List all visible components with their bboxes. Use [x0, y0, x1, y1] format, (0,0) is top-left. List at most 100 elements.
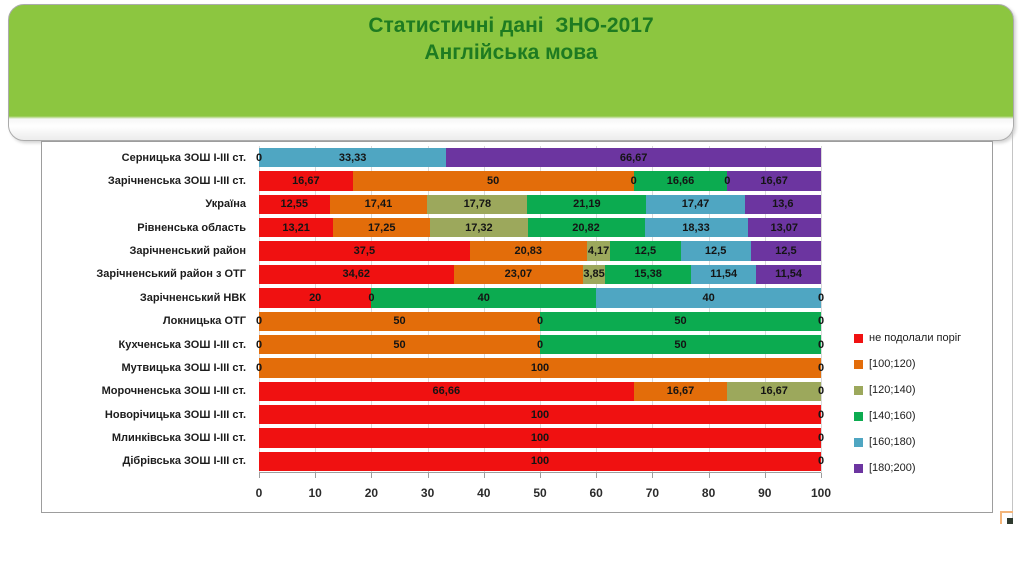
bar-value-label: 0: [630, 175, 637, 188]
x-axis-tick-label: 0: [255, 486, 263, 500]
bar-value-label: 0: [817, 361, 825, 374]
axis-tick: [821, 473, 822, 478]
bar-value-label: 13,21: [282, 221, 310, 234]
bar-segment: [259, 404, 821, 425]
bar-value-label: 50: [674, 315, 687, 328]
bar-value-label: 40: [477, 291, 490, 304]
bar-value-label: 50: [393, 315, 406, 328]
bar-value-label: 0: [724, 175, 731, 188]
bar-value-label: 0: [817, 455, 825, 468]
category-axis: Серницька ЗОШ І-ІІІ ст. Зарічненська ЗОШ …: [42, 146, 253, 473]
bar-value-label: 20,83: [514, 245, 543, 258]
legend-item: [100;120): [854, 351, 961, 377]
bar-value-label: 18,33: [682, 221, 710, 234]
bar-segment: [259, 264, 454, 285]
bar-value-label: 34,62: [342, 268, 371, 281]
bar-value-label: 100: [530, 408, 550, 421]
x-axis-tick-label: 30: [420, 486, 435, 500]
gridline: [315, 146, 317, 473]
bar-value-label: 12,55: [280, 198, 309, 211]
axis-tick: [427, 473, 429, 478]
plot-area: 0 10 20 30 40 50 60 70 80 90 100 0 33,33 66,67 16,67 50…: [255, 146, 831, 500]
legend-swatch-icon: [854, 385, 863, 395]
bar-value-label: 12,5: [704, 245, 727, 258]
bar-segment: [646, 194, 745, 215]
bar-value-label: 16,67: [760, 385, 788, 398]
gridline: [540, 146, 541, 473]
x-axis-tick-label: 60: [589, 486, 603, 500]
bar-value-label: 0: [255, 315, 263, 328]
category-label: Рівненська область: [137, 221, 246, 234]
x-axis-tick-label: 50: [533, 486, 547, 500]
bar-segment: [371, 288, 597, 308]
gridline: [708, 146, 710, 473]
x-axis-tick-label: 70: [645, 486, 660, 500]
bar-segment: [586, 241, 611, 261]
bar-value-label: 0: [368, 291, 375, 304]
category-label: Млинківська ЗОШ І-ІІІ ст.: [111, 431, 246, 444]
legend-item: [120;140): [854, 377, 961, 403]
bar-segment: [583, 264, 605, 285]
bar-segment: [259, 451, 821, 472]
chart-area: Серницька ЗОШ І-ІІІ ст. Зарічненська ЗОШ …: [41, 141, 993, 513]
bar-value-label: 100: [530, 431, 550, 444]
bar-value-label: 0: [817, 315, 825, 328]
bar-row: 66,66 16,67 16,67 0: [259, 380, 824, 403]
category-label: Зарічненський район: [129, 245, 246, 258]
x-axis-line: [259, 472, 821, 473]
axis-tick: [596, 473, 598, 478]
bar-segment: [259, 334, 540, 355]
bar-segment: [259, 428, 821, 448]
bar-value-label: 100: [530, 455, 550, 468]
bar-segment: [259, 148, 447, 168]
title-line-1: Статистичні дані ЗНО-2017: [368, 14, 654, 37]
bar-value-label: 17,78: [463, 198, 492, 211]
category-label: Зарічненська ЗОШ І-ІІІ ст.: [107, 175, 246, 188]
category-label: Кухченська ЗОШ І-ІІІ ст.: [118, 338, 246, 351]
legend-label: [160;180): [869, 436, 916, 448]
bar-row: 0 33,33 66,67: [255, 146, 821, 169]
bar-row: 100 0: [259, 450, 825, 473]
bar-segment: [691, 264, 757, 285]
content-panel-right-border: [1012, 132, 1013, 520]
bar-value-label: 12,5: [775, 245, 797, 258]
axis-tick: [764, 473, 766, 478]
title-line-2: Англійська мова: [424, 41, 598, 64]
bar-segment: [469, 241, 587, 261]
bar-segment: [430, 218, 528, 238]
bar-segment: [259, 194, 330, 215]
bar-value-label: 23,07: [504, 268, 533, 281]
category-label: Локницька ОТГ: [162, 315, 246, 328]
gridline: [259, 146, 260, 473]
bar-segment: [259, 311, 540, 331]
bar-value-label: 15,38: [634, 268, 662, 281]
bar-value-label: 0: [817, 431, 825, 444]
bar-row: 0 50 0 50 0: [256, 333, 824, 356]
legend-label: [140;160): [869, 410, 916, 422]
gridline: [427, 146, 429, 473]
legend-swatch-icon: [854, 437, 863, 447]
bar-value-label: 17,32: [465, 221, 493, 234]
bar-value-label: 13,6: [772, 198, 794, 211]
bar-segment: [644, 218, 748, 238]
bar-row: 100 0: [259, 426, 825, 449]
axis-tick: [259, 473, 260, 478]
axis-tick: [708, 473, 710, 478]
bar-value-label: 16,66: [666, 175, 695, 188]
axis-tick: [483, 473, 485, 478]
bar-segment: [259, 288, 372, 308]
bar-value-label: 0: [255, 151, 263, 164]
bar-segment: [604, 264, 692, 285]
legend-swatch-icon: [854, 359, 863, 369]
bar-segment: [259, 358, 821, 378]
bar-segment: [633, 381, 728, 401]
bar-value-label: 100: [530, 361, 550, 374]
bar-value-label: 0: [817, 291, 825, 304]
bar-segment: [744, 194, 821, 215]
bar-value-label: 13,07: [770, 221, 799, 234]
bar-value-label: 16,67: [666, 385, 695, 398]
category-label: Мутвицька ЗОШ І-ІІІ ст.: [121, 361, 246, 374]
bar-segment: [596, 288, 821, 308]
bar-segment: [427, 194, 528, 215]
bar-segment: [259, 381, 634, 401]
